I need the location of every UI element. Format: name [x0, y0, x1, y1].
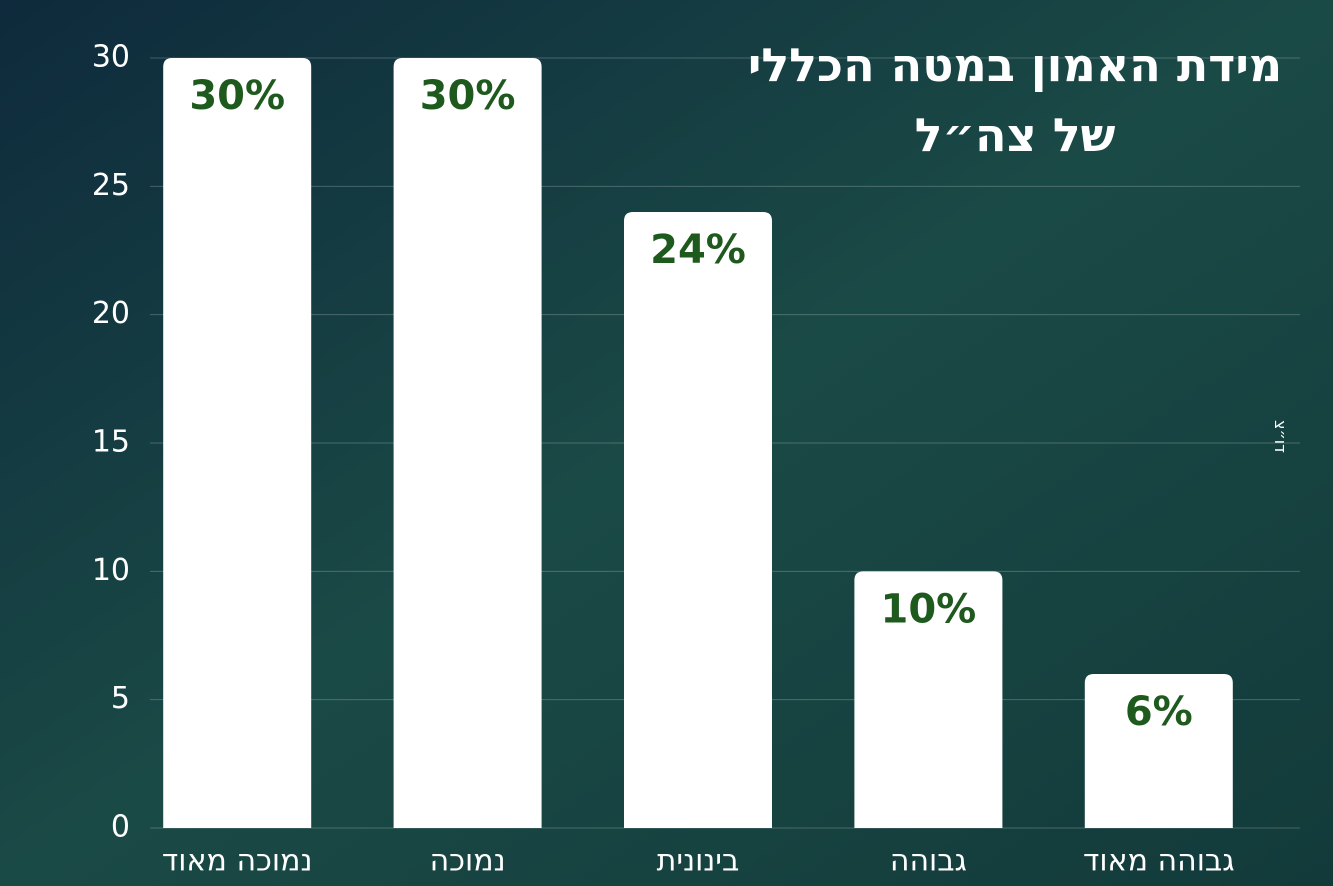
credit: דו״צ: [1271, 420, 1290, 453]
bar: [163, 58, 312, 828]
x-tick-label: נמוכה: [430, 844, 506, 879]
bar: [624, 212, 772, 828]
y-tick-label: 15: [92, 425, 130, 460]
bar: [854, 571, 1003, 828]
y-tick-label: 0: [111, 810, 130, 845]
value-label: 6%: [1125, 689, 1193, 735]
value-label: 24%: [650, 227, 746, 273]
y-tick-label: 25: [92, 168, 130, 203]
chart-title: מידת האמון במטה הכללי של צה״ל: [747, 38, 1283, 162]
y-tick-label: 5: [111, 681, 130, 716]
y-tick-label: 20: [92, 296, 130, 331]
x-tick-label: גבוהה: [890, 844, 967, 879]
y-tick-label: 10: [92, 553, 130, 588]
value-label: 30%: [189, 73, 285, 119]
x-tick-label: בינונית: [657, 844, 740, 879]
y-tick-label: 30: [92, 40, 130, 75]
x-tick-label: נמוכה מאוד: [162, 844, 313, 879]
value-label: 10%: [881, 586, 977, 632]
bar: [393, 58, 542, 828]
x-tick-label: גבוהה מאוד: [1083, 844, 1235, 879]
bar: [1084, 674, 1233, 828]
value-label: 30%: [420, 73, 516, 119]
